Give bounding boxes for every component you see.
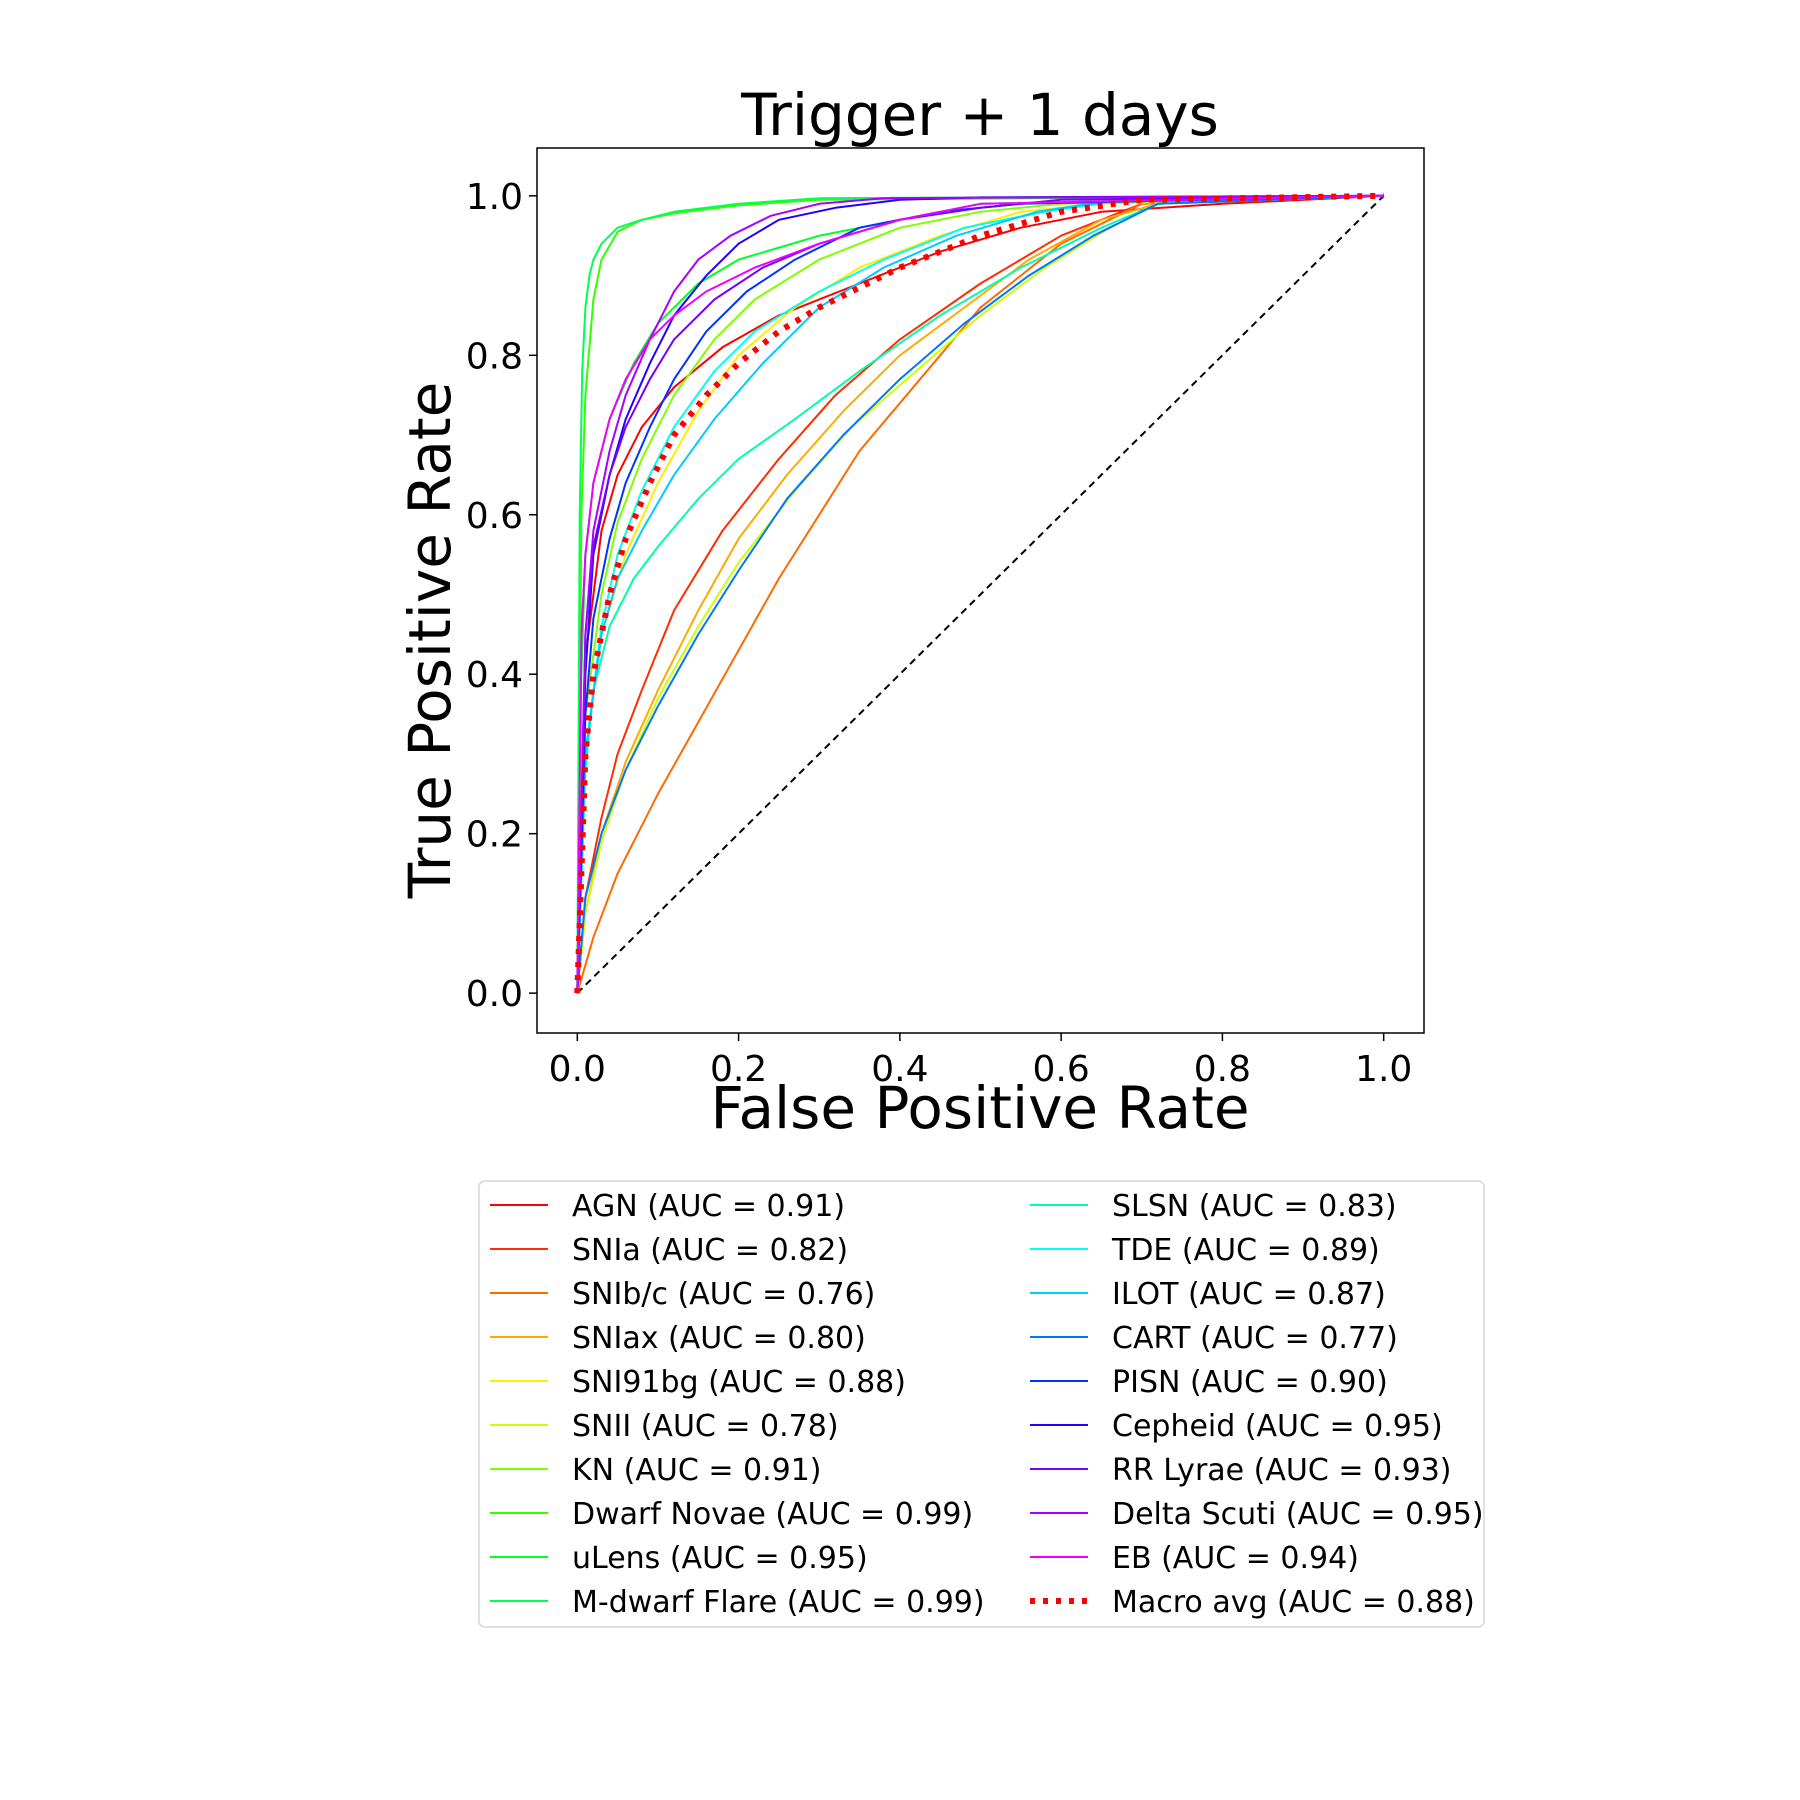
legend-frame: [478, 1180, 1485, 1628]
y-tick-label: 0.6: [466, 496, 523, 537]
legend-label: M-dwarf Flare (AUC = 0.99): [572, 1585, 985, 1620]
legend-label: CART (AUC = 0.77): [1112, 1321, 1398, 1356]
x-tick-label: 0.4: [871, 1049, 928, 1090]
legend-label: uLens (AUC = 0.95): [572, 1541, 868, 1576]
y-tick-label: 0.2: [466, 815, 523, 856]
x-tick-label: 0.6: [1033, 1049, 1090, 1090]
curve-snia: [576, 194, 1384, 994]
curve-rr-lyrae: [576, 194, 1384, 994]
y-axis-label: True Positive Rate: [396, 382, 464, 900]
legend-label: EB (AUC = 0.94): [1112, 1541, 1359, 1576]
chart-title: Trigger + 1 days: [740, 81, 1219, 149]
curve-slsn: [576, 194, 1384, 994]
legend-label: TDE (AUC = 0.89): [1111, 1233, 1380, 1268]
legend-label: Cepheid (AUC = 0.95): [1112, 1409, 1443, 1444]
legend-label: RR Lyrae (AUC = 0.93): [1112, 1453, 1452, 1488]
y-tick-label: 0.8: [466, 336, 523, 377]
x-axis-label: False Positive Rate: [710, 1074, 1249, 1142]
legend-label: Delta Scuti (AUC = 0.95): [1112, 1497, 1484, 1532]
curve-agn: [576, 194, 1384, 994]
curve-ilot: [576, 194, 1384, 994]
y-tick-label: 0.4: [466, 655, 523, 696]
curve-dwarf-novae: [576, 194, 1384, 994]
legend-label: KN (AUC = 0.91): [572, 1453, 822, 1488]
curves-group: [574, 192, 1385, 994]
x-tick-label: 0.0: [549, 1049, 606, 1090]
x-tick-label: 0.2: [710, 1049, 767, 1090]
curve-m-dwarf-flare: [576, 194, 1384, 994]
legend-label: Dwarf Novae (AUC = 0.99): [572, 1497, 973, 1532]
x-tick-label: 1.0: [1355, 1049, 1412, 1090]
y-tick-label: 0.0: [466, 974, 523, 1015]
curve-delta-scuti: [576, 194, 1384, 994]
curve-cart: [576, 194, 1384, 994]
legend-label: ILOT (AUC = 0.87): [1112, 1277, 1386, 1312]
legend-label: SNII (AUC = 0.78): [572, 1409, 839, 1444]
x-axis-ticks: 0.0 0.2 0.4 0.6 0.8 1.0: [549, 1033, 1412, 1090]
y-tick-label: 1.0: [466, 177, 523, 218]
curve-cepheid: [576, 194, 1384, 994]
curve-eb: [576, 194, 1384, 994]
curve-kn: [576, 194, 1384, 994]
legend: AGN (AUC = 0.91) SNIa (AUC = 0.82) SNIb/c …: [478, 1180, 1485, 1628]
legend-label: PISN (AUC = 0.90): [1112, 1365, 1388, 1400]
legend-label: SNI91bg (AUC = 0.88): [572, 1365, 906, 1400]
legend-label: SNIa (AUC = 0.82): [572, 1233, 848, 1268]
legend-label: SNIb/c (AUC = 0.76): [572, 1277, 875, 1312]
legend-label: AGN (AUC = 0.91): [572, 1189, 845, 1224]
legend-items: AGN (AUC = 0.91) SNIa (AUC = 0.82) SNIb/c …: [490, 1189, 1484, 1620]
curve-snib-c: [576, 194, 1384, 994]
legend-label: SNIax (AUC = 0.80): [572, 1321, 866, 1356]
legend-label: Macro avg (AUC = 0.88): [1112, 1585, 1475, 1620]
legend-label: SLSN (AUC = 0.83): [1112, 1189, 1397, 1224]
y-axis-ticks: 0.0 0.2 0.4 0.6 0.8 1.0: [466, 177, 537, 1015]
plot-area: [536, 147, 1425, 1034]
x-tick-label: 0.8: [1194, 1049, 1251, 1090]
chance-diagonal-line: [576, 195, 1385, 994]
